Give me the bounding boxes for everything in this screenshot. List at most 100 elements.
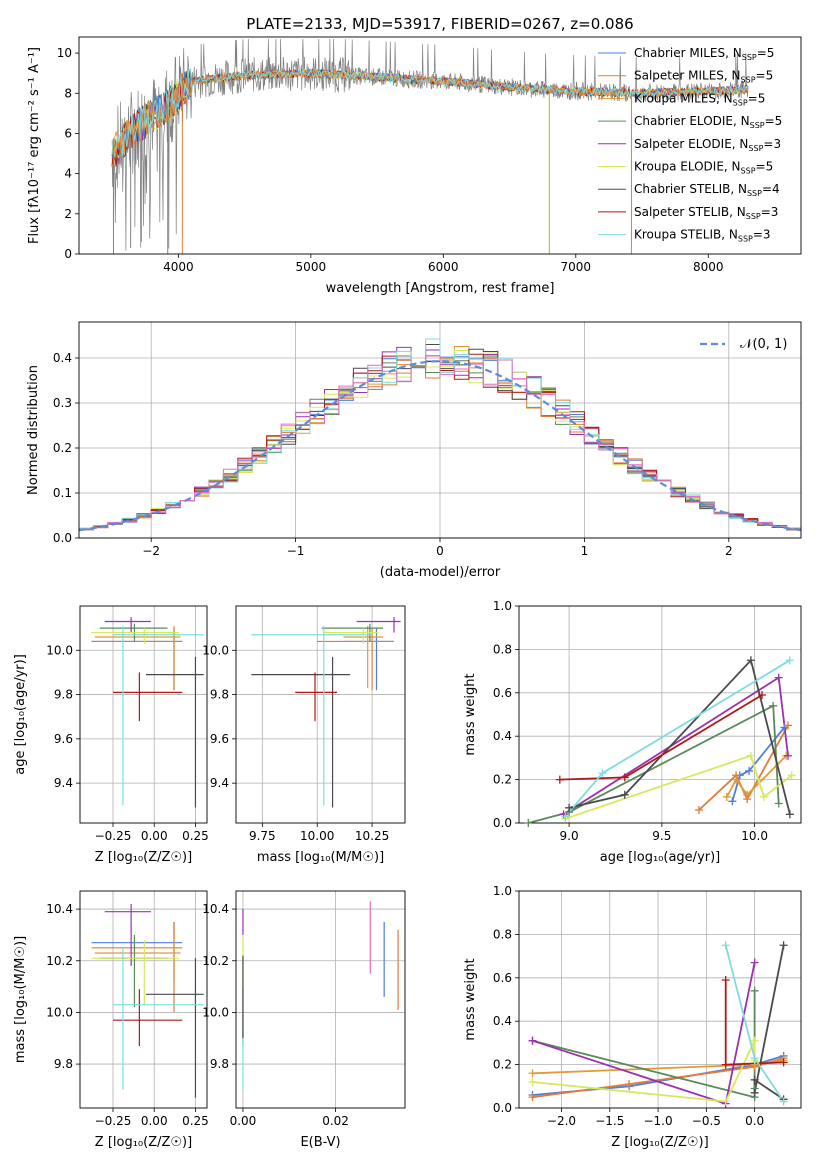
age_vs_Z-ytick-label: 10.0	[46, 643, 73, 657]
spectrum-model-8	[111, 67, 749, 160]
mass_vs_Z-xtick-label: −0.25	[95, 1114, 132, 1128]
spectrum-ytick-label: 4	[64, 167, 72, 181]
residuals-xlabel: (data-model)/error	[380, 565, 501, 580]
age_vs_Z-xtick-label: 0.00	[141, 829, 168, 843]
legend-label-0: Chabrier MILES, NSSP=5	[634, 46, 774, 62]
weight_vs_Z-marker	[750, 1054, 759, 1063]
spectrum-xtick-label: 5000	[296, 260, 327, 274]
spectrum-xtick-label: 6000	[428, 260, 459, 274]
residuals-ytick-label: 0.2	[53, 441, 72, 455]
weight_vs_Z-marker	[779, 1097, 788, 1106]
weight_vs_Z-marker	[779, 941, 788, 950]
spectrum-axes: 4000 5000 6000 7000 8000 0 2 4 6 8 10 wavelength [A…	[27, 36, 802, 296]
weight_vs_Z-marker	[625, 1080, 634, 1089]
age_vs_mass-xtick-label: 9.75	[249, 829, 276, 843]
weight_vs_age-marker	[774, 799, 783, 808]
age_vs_mass-plot-area	[251, 617, 401, 808]
mass_vs_ebv-ytick-label: 10.4	[202, 902, 229, 916]
spectrum-ytick-label: 0	[64, 247, 72, 261]
residuals-ylabel: Normed distribution	[26, 365, 41, 495]
mass_vs_ebv-ytick-label: 9.8	[210, 1057, 229, 1071]
weight_vs_Z-xtick-label: −0.5	[692, 1114, 721, 1128]
weight_vs_age-ytick-label: 0.0	[493, 816, 512, 830]
weight_vs_Z-frame	[518, 890, 802, 1109]
weight_vs_age-ytick-label: 0.6	[493, 686, 512, 700]
weight_vs_Z-marker	[721, 975, 730, 984]
weight_vs_age-marker	[785, 810, 794, 819]
weight_vs_age-xlabel: age [log₁₀(age/yr)]	[600, 850, 721, 865]
weight_vs_age-marker	[784, 721, 793, 730]
mass_vs_Z-plot-area	[91, 903, 204, 1098]
legend-label-1: Salpeter MILES, NSSP=5	[634, 69, 773, 85]
weight_vs_age-marker	[758, 690, 767, 699]
weight_vs_age-marker	[784, 751, 793, 760]
weight_vs_age-marker	[728, 797, 737, 806]
weight_vs_age-marker	[561, 812, 570, 821]
weight_vs_age-marker	[745, 766, 754, 775]
age_vs_mass-ytick-label: 9.6	[210, 732, 229, 746]
weight_vs_Z-xtick-label: −1.0	[643, 1114, 672, 1128]
weight_vs_age-xtick-label: 9.5	[652, 829, 671, 843]
legend-label-2: Kroupa MILES, NSSP=5	[634, 91, 765, 107]
residuals-ytick-label: 0.0	[53, 531, 72, 545]
weight_vs_age-marker	[769, 701, 778, 710]
residuals-ytick-label: 0.4	[53, 351, 72, 365]
age_vs_Z-xtick-label: −0.25	[95, 829, 132, 843]
weight_vs_age-marker	[524, 819, 533, 827]
spectrum-frame	[78, 36, 802, 255]
weight_vs_Z-series-5	[532, 1040, 756, 1103]
weight_vs_age-marker	[785, 656, 794, 665]
residuals-ytick-label: 0.3	[53, 396, 72, 410]
weight_vs_Z-xtick-label: 0.0	[745, 1114, 764, 1128]
weight_vs_Z-marker	[528, 1077, 537, 1086]
spectrum-ylabel: Flux [fλ10⁻¹⁷ erg cm⁻² s⁻¹ A⁻¹]	[27, 47, 42, 244]
weight_vs_Z-axes: −2.0 −1.5 −1.0 −0.5 0.0 0.0 0.2 0.4 0.6 0.8 1.0 Z […	[463, 884, 802, 1150]
age_vs_Z-plot-area	[91, 617, 204, 808]
age_vs_mass-frame	[235, 605, 406, 824]
weight_vs_Z-marker	[750, 1075, 759, 1084]
mass_vs_Z-axes: −0.25 0.00 0.25 9.8 10.0 10.2 10.4 Z [log₁₀(Z/Z…	[13, 890, 209, 1150]
age_vs_mass-xtick-label: 10.00	[300, 829, 334, 843]
weight_vs_Z-ytick-label: 0.8	[493, 927, 512, 941]
weight_vs_age-ytick-label: 0.8	[493, 642, 512, 656]
weight_vs_Z-ytick-label: 0.6	[493, 971, 512, 985]
weight_vs_age-ytick-label: 0.2	[493, 773, 512, 787]
mass_vs_Z-ytick-label: 10.4	[46, 902, 73, 916]
age_vs_Z-xlabel: Z [log₁₀(Z/Z☉)]	[95, 850, 192, 865]
weight_vs_Z-marker	[721, 1097, 730, 1106]
weight_vs_Z-marker	[750, 958, 759, 967]
spectrum-ytick-label: 10	[57, 46, 72, 60]
weight_vs_Z-marker	[528, 1036, 537, 1045]
spectrum-xtick-label: 7000	[561, 260, 592, 274]
weight_vs_age-ylabel: mass weight	[463, 673, 478, 755]
weight_vs_age-series-5	[565, 754, 793, 820]
mass_vs_ebv-plot-area	[242, 901, 399, 1090]
spectrum-xlabel: wavelength [Angstrom, rest frame]	[326, 281, 555, 296]
weight_vs_Z-marker	[750, 986, 759, 995]
legend-label-6: Chabrier STELIB, NSSP=4	[634, 182, 780, 198]
legend-label-5: Kroupa ELODIE, NSSP=5	[634, 160, 773, 176]
weight_vs_age-series-0	[731, 726, 785, 802]
residuals-xtick-label: −2	[142, 544, 160, 558]
mass_vs_Z-ytick-label: 10.0	[46, 1005, 73, 1019]
age_vs_mass-xtick-label: 10.25	[355, 829, 389, 843]
age_vs_mass-ytick-label: 9.4	[210, 776, 229, 790]
mass_vs_ebv-ytick-label: 10.2	[202, 954, 229, 968]
weight_vs_age-marker	[774, 673, 783, 682]
weight_vs_Z-ytick-label: 0.0	[493, 1101, 512, 1115]
weight_vs_age-marker	[746, 751, 755, 760]
spectrum-legend: Chabrier MILES, NSSP=5 Salpeter MILES, NS…	[598, 46, 782, 244]
weight_vs_age-xtick-label: 9.0	[560, 829, 579, 843]
weight_vs_age-marker	[759, 792, 768, 801]
weight_vs_age-series-6	[568, 658, 791, 815]
age_vs_Z-ytick-label: 9.8	[54, 688, 73, 702]
mass_vs_Z-xtick-label: 0.25	[182, 1114, 209, 1128]
residuals-xtick-label: −1	[287, 544, 305, 558]
spectrum-ytick-label: 8	[64, 86, 72, 100]
age_vs_Z-frame	[79, 605, 208, 824]
weight_vs_Z-marker	[750, 1036, 759, 1045]
weight_vs_age-marker	[787, 771, 796, 780]
age_vs_Z-ytick-label: 9.6	[54, 732, 73, 746]
